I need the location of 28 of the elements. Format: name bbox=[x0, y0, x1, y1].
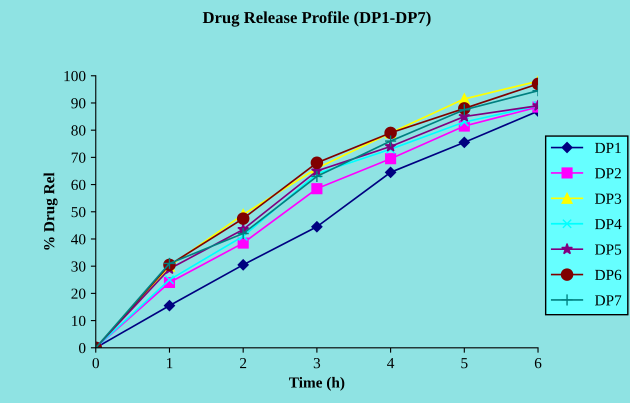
legend-label: DP5 bbox=[594, 244, 622, 255]
x-tick-label: 3 bbox=[314, 358, 320, 368]
y-tick-label: 60 bbox=[71, 180, 86, 190]
y-tick-label: 20 bbox=[71, 288, 86, 299]
legend-label: DP3 bbox=[594, 194, 622, 204]
y-tick-label: 90 bbox=[71, 98, 86, 108]
chart-title: Drug Release Profile (DP1-DP7) bbox=[202, 11, 431, 27]
legend-label: DP7 bbox=[594, 295, 622, 306]
x-axis-title: Time (h) bbox=[289, 376, 344, 391]
y-tick-label: 0 bbox=[78, 342, 86, 354]
y-tick-label: 80 bbox=[71, 125, 86, 136]
x-tick-label: 4 bbox=[387, 358, 394, 368]
y-tick-label: 40 bbox=[71, 234, 86, 244]
x-tick-label: 1 bbox=[166, 358, 172, 368]
x-tick-label: 2 bbox=[240, 358, 246, 368]
legend-label: DP2 bbox=[594, 168, 621, 178]
legend-label: DP1 bbox=[594, 142, 621, 153]
legend-label: DP6 bbox=[594, 270, 622, 280]
legend-label: DP4 bbox=[594, 219, 622, 230]
y-axis-title: % Drug Rel bbox=[44, 172, 58, 250]
y-tick-label: 100 bbox=[64, 70, 86, 82]
x-tick-label: 6 bbox=[534, 358, 542, 368]
x-tick-label: 5 bbox=[461, 358, 468, 368]
y-tick-label: 30 bbox=[71, 261, 86, 272]
y-tick-label: 50 bbox=[72, 206, 86, 218]
y-tick-label: 70 bbox=[72, 152, 86, 163]
y-tick-label: 10 bbox=[72, 316, 86, 326]
x-tick-label: 0 bbox=[92, 358, 99, 368]
